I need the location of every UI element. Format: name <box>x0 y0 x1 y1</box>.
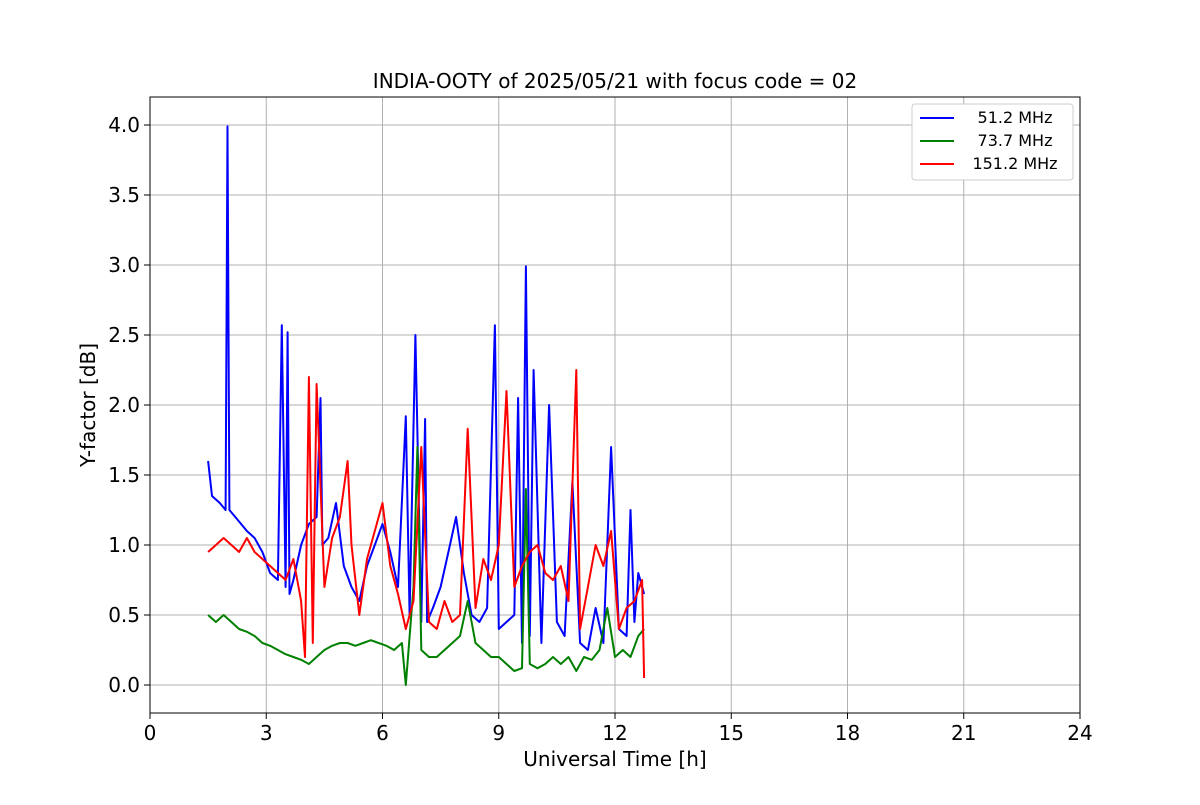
x-tick-label: 21 <box>951 721 976 745</box>
y-tick-label: 4.0 <box>108 113 140 137</box>
y-tick-label: 3.5 <box>108 183 140 207</box>
x-tick-label: 0 <box>144 721 157 745</box>
y-tick-label: 1.5 <box>108 463 140 487</box>
legend-label-1: 73.7 MHz <box>978 131 1053 150</box>
legend-label-2: 151.2 MHz <box>972 154 1057 173</box>
y-tick-label: 0.0 <box>108 673 140 697</box>
y-tick-label: 2.0 <box>108 393 140 417</box>
y-axis-label: Y-factor [dB] <box>76 343 100 468</box>
x-axis-label: Universal Time [h] <box>523 747 706 771</box>
grid-layer <box>149 97 1081 713</box>
series-line-2 <box>207 369 646 679</box>
legend-box <box>911 103 1074 181</box>
legend: 51.2 MHz 73.7 MHz 151.2 MHz <box>911 103 1074 181</box>
x-tick-label: 9 <box>492 721 505 745</box>
x-tick-label: 3 <box>260 721 273 745</box>
legend-label-0: 51.2 MHz <box>978 108 1053 127</box>
series-layer <box>207 125 646 686</box>
y-tick-label: 0.5 <box>108 603 140 627</box>
x-tick-label: 24 <box>1067 721 1092 745</box>
y-tick-label: 3.0 <box>108 253 140 277</box>
tick-layer: 0 3 6 9 12 15 18 21 24 0.0 0.5 1.0 1.5 2.0 2.5 3.0 3.5 4.… <box>108 113 1093 745</box>
y-tick-label: 2.5 <box>108 323 140 347</box>
x-tick-label: 18 <box>835 721 860 745</box>
chart-title: INDIA-OOTY of 2025/05/21 with focus code… <box>373 69 857 93</box>
x-tick-label: 6 <box>376 721 389 745</box>
series-line-1 <box>207 446 645 686</box>
x-tick-label: 12 <box>602 721 627 745</box>
y-tick-label: 1.0 <box>108 533 140 557</box>
x-tick-label: 15 <box>719 721 744 745</box>
